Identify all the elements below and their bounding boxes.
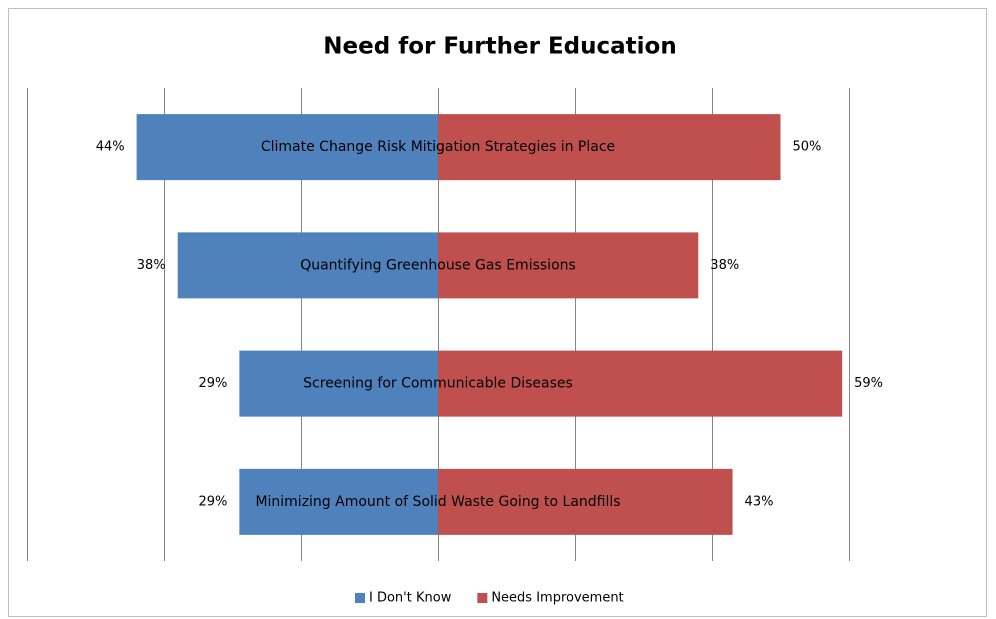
data-label: 29% [198, 376, 227, 391]
data-label: 43% [745, 494, 774, 509]
category-label: Climate Change Risk Mitigation Strategie… [261, 139, 615, 155]
data-label: 38% [710, 258, 739, 273]
legend-swatch [355, 593, 365, 603]
data-label: 59% [854, 376, 883, 391]
category-label: Screening for Communicable Diseases [303, 376, 573, 392]
bar [438, 232, 699, 299]
bar [177, 232, 438, 299]
bar [438, 468, 733, 535]
data-label: 50% [793, 140, 822, 155]
bar [438, 350, 843, 417]
bar [136, 114, 438, 181]
chart-title: Need for Further Education [323, 34, 676, 60]
bar [239, 468, 438, 535]
legend-swatch [477, 593, 488, 603]
category-label: Minimizing Amount of Solid Waste Going t… [255, 494, 620, 510]
legend-label: I Don't Know [369, 591, 452, 606]
data-label: 29% [198, 494, 227, 509]
legend-label: Needs Improvement [491, 591, 623, 606]
bar [438, 114, 781, 181]
data-label: 38% [137, 258, 166, 273]
data-label: 44% [96, 140, 125, 155]
bar [239, 350, 438, 417]
category-label: Quantifying Greenhouse Gas Emissions [300, 257, 576, 273]
